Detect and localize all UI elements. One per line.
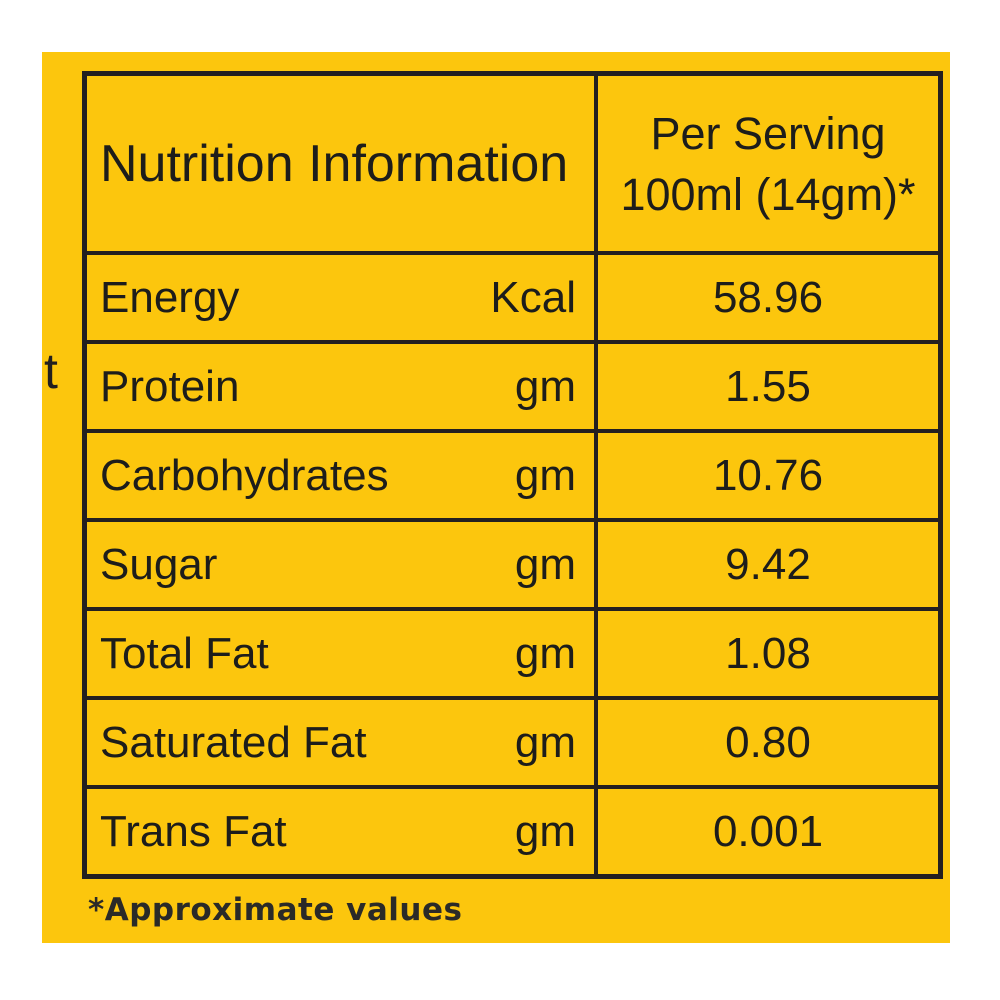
table-row-saturated-fat: Saturated Fat gm 0.80 — [87, 696, 938, 785]
table-row-energy: Energy Kcal 58.96 — [87, 251, 938, 340]
table-header-title: Nutrition Information — [87, 76, 598, 251]
cropped-text-fragment: t — [44, 343, 58, 399]
table-row-carbohydrates: Carbohydrates gm 10.76 — [87, 429, 938, 518]
table-header-row: Nutrition Information Per Serving 100ml … — [87, 76, 938, 251]
table-row-trans-fat: Trans Fat gm 0.001 — [87, 785, 938, 874]
nutrient-unit: gm — [514, 717, 576, 767]
nutrient-value: 10.76 — [712, 450, 824, 500]
table-row-protein: Protein gm 1.55 — [87, 340, 938, 429]
nutrient-value: 0.80 — [725, 717, 811, 767]
nutrient-unit: Kcal — [490, 272, 576, 322]
serving-line-1: Per Serving — [650, 107, 886, 159]
nutrition-label-panel: t Nutrition Information Per Serving 100m… — [42, 52, 950, 943]
nutrient-name: Carbohydrates — [100, 450, 389, 500]
nutrient-cell: Energy Kcal — [87, 255, 598, 340]
nutrient-value: 1.55 — [725, 361, 811, 411]
table-header-serving: Per Serving 100ml (14gm)* — [598, 76, 938, 251]
nutrient-cell: Total Fat gm — [87, 611, 598, 696]
nutrient-value: 1.08 — [725, 628, 811, 678]
nutrient-unit: gm — [514, 450, 576, 500]
nutrient-name: Saturated Fat — [100, 717, 367, 767]
nutrient-name: Trans Fat — [100, 806, 287, 856]
nutrient-value: 58.96 — [712, 272, 824, 322]
nutrient-cell: Trans Fat gm — [87, 789, 598, 874]
table-row-sugar: Sugar gm 9.42 — [87, 518, 938, 607]
nutrient-name: Sugar — [100, 539, 218, 589]
nutrient-name: Protein — [100, 361, 240, 411]
nutrient-unit: gm — [514, 539, 576, 589]
table-row-total-fat: Total Fat gm 1.08 — [87, 607, 938, 696]
serving-line-2: 100ml (14gm)* — [620, 168, 916, 220]
nutrient-cell: Sugar gm — [87, 522, 598, 607]
approximate-values-footnote: *Approximate values — [88, 892, 463, 928]
nutrient-unit: gm — [514, 361, 576, 411]
nutrient-unit: gm — [514, 806, 576, 856]
nutrient-cell: Saturated Fat gm — [87, 700, 598, 785]
nutrient-value: 0.001 — [712, 806, 824, 856]
nutrient-name: Energy — [100, 272, 240, 322]
nutrient-cell: Carbohydrates gm — [87, 433, 598, 518]
nutrient-value: 9.42 — [725, 539, 811, 589]
nutrition-table: Nutrition Information Per Serving 100ml … — [82, 71, 943, 879]
nutrient-cell: Protein gm — [87, 344, 598, 429]
nutrient-unit: gm — [514, 628, 576, 678]
nutrient-name: Total Fat — [100, 628, 269, 678]
